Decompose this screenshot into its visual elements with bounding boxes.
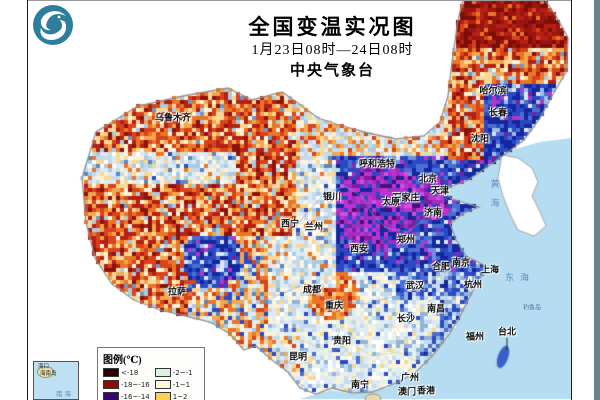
- inset-sea-label: 南海: [56, 390, 73, 398]
- legend-columns: <-18-18~-16-16~-14-14~-12-12~-10-2~-1-1~…: [103, 368, 200, 400]
- page-edge-strip: [594, 0, 600, 400]
- date-range: 1月23日08时—24日08时: [251, 43, 414, 58]
- legend: 图例(℃) <-18-18~-16-16~-14-14~-12-12~-10-2…: [97, 347, 205, 400]
- legend-swatch: [154, 368, 171, 377]
- hainan-island-shape: [37, 366, 54, 378]
- agency-name: 中央气象台: [289, 63, 375, 79]
- south-china-sea-inset: 海口 海南岛 南海: [33, 361, 79, 400]
- legend-label: -16~-14: [121, 392, 150, 400]
- legend-row: -1~1: [154, 380, 193, 389]
- legend-label: -1~1: [172, 380, 191, 389]
- legend-column: -2~-1-1~11~22~44~6: [154, 368, 193, 400]
- legend-label: 1~2: [172, 392, 188, 400]
- legend-label: -18~-16: [121, 380, 150, 389]
- legend-swatch: [103, 380, 119, 389]
- inset-island-label: 海南岛: [40, 371, 57, 377]
- legend-row: -16~-14: [103, 392, 150, 400]
- map-frame-left-border: [27, 0, 28, 400]
- legend-row: -2~-1: [154, 368, 193, 377]
- map-frame-right-border: [571, 0, 572, 400]
- legend-swatch: [154, 392, 171, 400]
- legend-title: 图例(℃): [103, 355, 142, 366]
- legend-row: <-18: [103, 368, 150, 377]
- inset-city-label: 海口: [38, 364, 50, 370]
- legend-swatch: [154, 380, 171, 389]
- dragon-logo-icon: [32, 4, 74, 46]
- map-frame-top-border: [27, 0, 572, 1]
- legend-label: <-18: [121, 368, 139, 377]
- legend-swatch: [103, 392, 119, 400]
- map-title-block: 全国变温实况图 1月23日08时—24日08时 中央气象台: [215, 14, 450, 81]
- legend-label: -2~-1: [172, 368, 193, 377]
- legend-row: -18~-16: [103, 380, 150, 389]
- legend-row: 1~2: [154, 392, 193, 400]
- legend-swatch: [103, 368, 119, 377]
- legend-column: <-18-18~-16-16~-14-14~-12-12~-10: [103, 368, 150, 400]
- page-title: 全国变温实况图: [248, 15, 417, 39]
